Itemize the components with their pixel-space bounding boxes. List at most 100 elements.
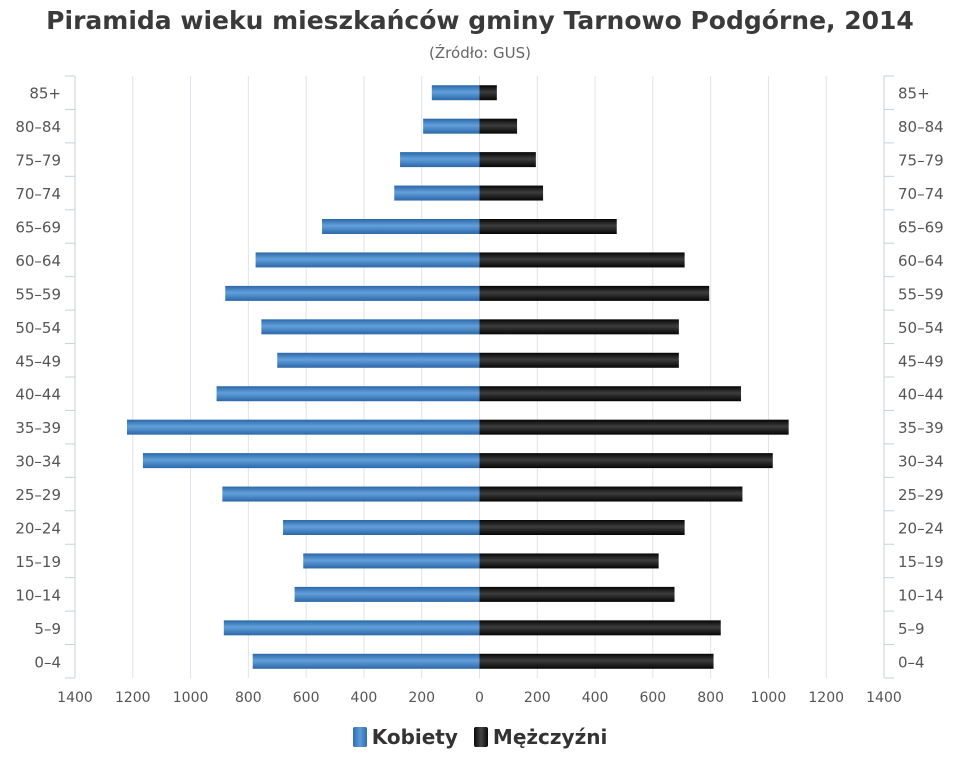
bar-male (479, 118, 518, 134)
category-label-left: 85+ (29, 85, 61, 103)
bar-female (225, 285, 480, 301)
legend-item-male[interactable]: Mężczyźni (473, 725, 608, 749)
category-label-right: 45–49 (898, 352, 944, 370)
bars-layer (127, 85, 789, 669)
x-tick-label: 0 (475, 690, 484, 706)
bar-male (479, 85, 497, 101)
x-tick-label: 1400 (866, 690, 902, 706)
bar-female (255, 252, 480, 268)
x-tick-label: 1000 (173, 690, 209, 706)
bar-female (223, 620, 480, 636)
bar-female (394, 185, 480, 201)
category-label-left: 5–9 (34, 620, 61, 638)
category-label-right: 15–19 (898, 553, 944, 571)
bar-male (479, 152, 536, 168)
x-tick-label: 1400 (57, 690, 93, 706)
category-label-left: 0–4 (34, 653, 61, 671)
category-label-left: 80–84 (15, 118, 61, 136)
category-label-left: 40–44 (15, 386, 61, 404)
bar-female (431, 85, 480, 101)
bar-female (283, 520, 480, 535)
chart-subtitle: (Źródło: GUS) (429, 44, 531, 62)
bar-female (216, 386, 480, 402)
bar-female (222, 486, 480, 502)
x-tick-label: 1200 (115, 690, 151, 706)
category-label-right: 50–54 (898, 319, 944, 337)
bar-female (400, 152, 480, 168)
x-tick-label: 600 (293, 690, 320, 706)
category-label-right: 35–39 (898, 419, 944, 437)
category-label-right: 85+ (898, 85, 930, 103)
bar-male (479, 620, 721, 636)
category-label-right: 75–79 (898, 152, 944, 170)
category-label-left: 15–19 (15, 553, 61, 571)
x-tick-label: 400 (582, 690, 609, 706)
bar-male (479, 319, 679, 335)
legend-label-female: Kobiety (371, 725, 458, 749)
category-label-left: 50–54 (15, 319, 61, 337)
category-label-right: 0–4 (898, 653, 925, 671)
x-tick-label: 600 (639, 690, 666, 706)
labels-layer: 85+ 85+ 80–84 80–84 75–79 75–79 70–74 70–74 65–6… (15, 85, 943, 706)
bar-male (479, 486, 743, 502)
category-label-right: 10–14 (898, 586, 944, 604)
category-label-left: 70–74 (15, 185, 61, 203)
bar-male (479, 219, 617, 234)
x-tick-label: 400 (351, 690, 378, 706)
category-label-left: 25–29 (15, 486, 61, 504)
bar-male (479, 285, 710, 301)
bar-female (252, 653, 480, 669)
bar-female (142, 453, 480, 469)
bar-female (303, 553, 480, 569)
category-label-left: 20–24 (15, 520, 61, 538)
category-label-right: 55–59 (898, 285, 944, 303)
category-label-left: 65–69 (15, 219, 61, 237)
bar-male (479, 586, 675, 602)
category-label-right: 25–29 (898, 486, 944, 504)
legend-swatch-female (352, 727, 367, 747)
legend-label-male: Mężczyźni (492, 725, 608, 749)
bar-male (479, 252, 685, 268)
bar-female (294, 586, 480, 602)
category-label-left: 60–64 (15, 252, 61, 270)
category-label-left: 35–39 (15, 419, 61, 437)
legend-swatch-male (473, 727, 488, 747)
x-tick-label: 800 (697, 690, 724, 706)
bar-male (479, 352, 679, 368)
grid-layer (65, 75, 894, 679)
bar-male (479, 520, 685, 535)
category-label-right: 80–84 (898, 118, 944, 136)
x-tick-label: 200 (408, 690, 435, 706)
bar-male (479, 453, 773, 469)
legend-item-female[interactable]: Kobiety (352, 725, 458, 749)
category-label-left: 30–34 (15, 453, 61, 471)
category-label-left: 10–14 (15, 586, 61, 604)
category-label-right: 70–74 (898, 185, 944, 203)
bar-female (127, 419, 480, 435)
category-label-right: 65–69 (898, 219, 944, 237)
category-label-right: 5–9 (898, 620, 925, 638)
bar-male (479, 386, 741, 402)
bar-female (423, 118, 480, 134)
category-label-right: 20–24 (898, 520, 944, 538)
chart-title: Piramida wieku mieszkańców gminy Tarnowo… (46, 6, 914, 35)
bar-female (261, 319, 480, 335)
bar-male (479, 419, 789, 435)
x-tick-label: 1000 (751, 690, 787, 706)
bar-male (479, 653, 714, 669)
x-tick-label: 1200 (808, 690, 844, 706)
legend: Kobiety Mężczyźni (0, 722, 960, 752)
x-tick-label: 800 (235, 690, 262, 706)
bar-female (322, 219, 480, 234)
bar-female (277, 352, 480, 368)
x-tick-label: 200 (524, 690, 551, 706)
category-label-right: 40–44 (898, 386, 944, 404)
category-label-right: 30–34 (898, 453, 944, 471)
category-label-right: 60–64 (898, 252, 944, 270)
category-label-left: 75–79 (15, 152, 61, 170)
bar-male (479, 185, 544, 201)
category-label-left: 45–49 (15, 352, 61, 370)
category-label-left: 55–59 (15, 285, 61, 303)
bar-male (479, 553, 659, 569)
